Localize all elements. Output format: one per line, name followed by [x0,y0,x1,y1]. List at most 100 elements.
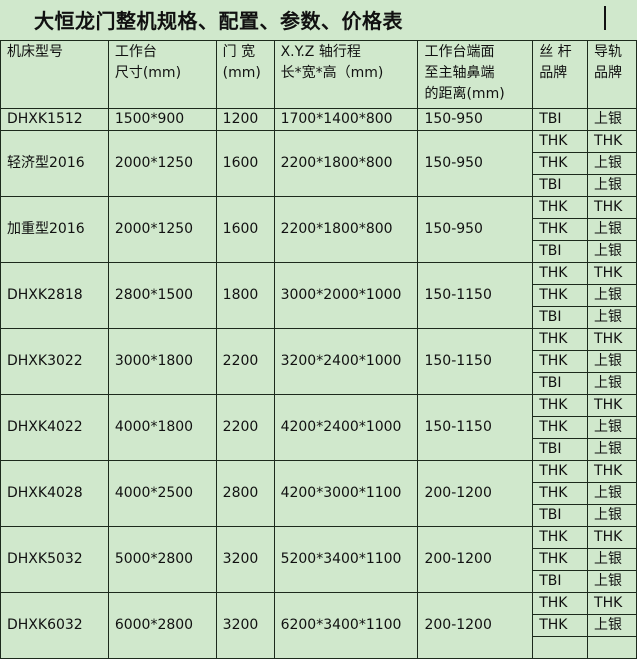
screw-brand-cell: THK [532,130,589,153]
header-row: 机床型号 工作台 尺寸(mm) 门 宽 (mm) X.Y.Z 轴行程 长*宽*高（mm) 工作… [0,40,637,109]
table-row: DHXK2818 2800*1500 1800 3000*2000*1000 150-1… [0,262,637,329]
table-row: DHXK4028 4000*2500 2800 4200*3000*1100 200-1… [0,460,637,527]
screw-brand-cell: THK [532,394,589,417]
text-cursor [604,6,606,30]
model-cell: DHXK5032 [0,526,109,593]
header-travel: X.Y.Z 轴行程 长*宽*高（mm) [273,40,419,109]
table-row: THK 上银 [1,350,637,373]
table-row: 轻济型2016 2000*1250 1600 2200*1800*800 150-950… [0,130,637,197]
rail-brand-cell: 上银 [587,548,637,571]
screw-brand-cell: TBI [532,504,589,527]
table-row: DHXK3022 3000*1800 2200 3200*2400*1000 150-1… [0,328,637,395]
model-cell: DHXK2818 [0,262,109,329]
gantry-width-cell: 2200 [215,394,275,461]
table-row: THK 上银 [1,218,637,241]
table-size-cell: 2000*1250 [107,130,217,197]
header-line: 至主轴鼻端 [424,65,495,81]
table-row: 加重型2016 2000*1250 1600 2200*1800*800 150-950… [0,196,637,263]
screw-brand-cell: THK [532,592,589,615]
screw-brand-cell: THK [532,482,589,505]
header-screw-brand: 丝 杆品牌 [532,40,589,109]
rail-brand-cell: THK [587,394,637,417]
rail-brand-cell: 上银 [587,614,637,637]
header-line: X.Y.Z 轴行程 [280,44,361,60]
screw-brand-cell: TBI [532,306,589,329]
travel-cell: 6200*3400*1100 [273,592,419,659]
screw-brand-cell: THK [532,350,589,373]
travel-cell: 2200*1800*800 [273,130,419,197]
header-line: (mm) [222,65,261,81]
header-line: 工作台 [114,44,157,60]
screw-brand-cell: THK [532,526,589,549]
distance-cell: 150-1150 [417,328,534,395]
travel-cell: 1700*1400*800 [273,108,419,131]
header-line: 机床型号 [7,44,63,60]
model-cell: DHXK3022 [0,328,109,395]
distance-cell: 150-950 [417,130,534,197]
rail-brand-cell: 上银 [587,174,637,197]
page-title: 大恒龙门整机规格、配置、参数、价格表 [34,9,403,33]
rail-brand-cell: 上银 [587,372,637,395]
screw-brand-cell: THK [532,328,589,351]
header-line: 导轨 [594,44,623,60]
travel-cell: 5200*3400*1100 [273,526,419,593]
screw-brand-cell: THK [532,152,589,175]
screw-brand-cell: TBI [532,108,589,131]
rail-brand-cell: 上银 [587,108,637,131]
gantry-width-cell: 1800 [215,262,275,329]
distance-cell: 200-1200 [417,460,534,527]
rail-brand-cell: 上银 [587,350,637,373]
travel-cell: 3200*2400*1000 [273,328,419,395]
screw-brand-cell: TBI [532,240,589,263]
model-cell: 加重型2016 [0,196,109,263]
gantry-width-cell: 3200 [215,526,275,593]
table-row: THK 上银 [1,548,637,571]
rail-brand-cell: THK [587,262,637,285]
model-cell: DHXK4022 [0,394,109,461]
rail-brand-cell: THK [587,196,637,219]
travel-cell: 2200*1800*800 [273,196,419,263]
header-distance: 工作台端面 至主轴鼻端 的距离(mm) [417,40,534,109]
table-row: THK 上银 [1,482,637,505]
header-table-size: 工作台尺寸(mm) [107,40,217,109]
rail-brand-cell: 上银 [587,438,637,461]
gantry-width-cell: 3200 [215,592,275,659]
rail-brand-cell: 上银 [587,504,637,527]
table-size-cell: 3000*1800 [107,328,217,395]
rail-brand-cell: THK [587,526,637,549]
model-cell: 轻济型2016 [0,130,109,197]
distance-cell: 150-1150 [417,394,534,461]
rail-brand-cell: 上银 [587,570,637,593]
rail-brand-cell: THK [587,130,637,153]
travel-cell: 3000*2000*1000 [273,262,419,329]
table-row: DHXK6032 6000*2800 3200 6200*3400*1100 200-1… [0,592,637,659]
table-size-cell: 4000*2500 [107,460,217,527]
table-row: TBI 上银 [1,372,637,395]
screw-brand-cell: THK [532,460,589,483]
model-cell: DHXK4028 [0,460,109,527]
header-line: 的距离(mm) [424,86,505,102]
screw-brand-cell: TBI [532,570,589,593]
header-line: 尺寸(mm) [114,65,182,81]
table-size-cell: 5000*2800 [107,526,217,593]
table-row: TBI 上银 [1,306,637,329]
screw-brand-cell: THK [532,284,589,307]
rail-brand-cell: THK [587,592,637,615]
gantry-width-cell: 2800 [215,460,275,527]
rail-brand-cell: THK [587,328,637,351]
table-row: THK 上银 [1,416,637,439]
table-size-cell: 4000*1800 [107,394,217,461]
rail-brand-cell: 上银 [587,306,637,329]
screw-brand-cell: THK [532,196,589,219]
rail-brand-cell: 上银 [587,240,637,263]
table-size-cell: 2000*1250 [107,196,217,263]
travel-cell: 4200*3000*1100 [273,460,419,527]
table-size-cell: 6000*2800 [107,592,217,659]
travel-cell: 4200*2400*1000 [273,394,419,461]
screw-brand-cell: THK [532,548,589,571]
gantry-width-cell: 2200 [215,328,275,395]
screw-brand-cell: THK [532,614,589,637]
header-model: 机床型号 [0,40,109,109]
screw-brand-cell: TBI [532,174,589,197]
distance-cell: 150-950 [417,108,534,131]
